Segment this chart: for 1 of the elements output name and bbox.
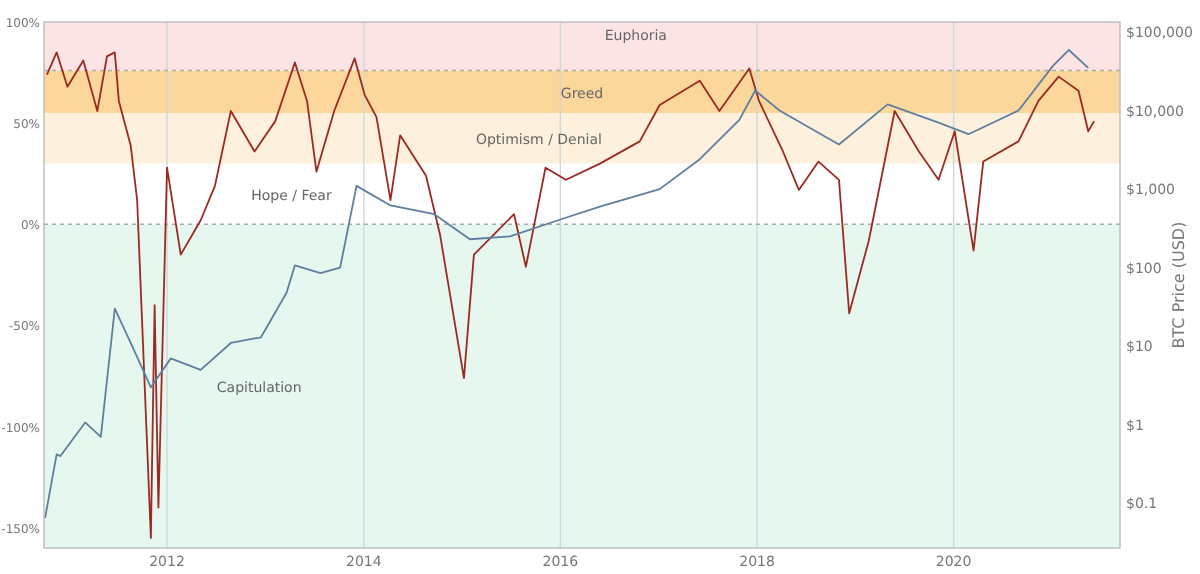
y2-axis-title: BTC Price (USD) — [1170, 221, 1188, 349]
